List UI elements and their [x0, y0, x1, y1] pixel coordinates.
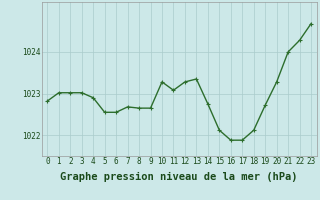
X-axis label: Graphe pression niveau de la mer (hPa): Graphe pression niveau de la mer (hPa) — [60, 172, 298, 182]
